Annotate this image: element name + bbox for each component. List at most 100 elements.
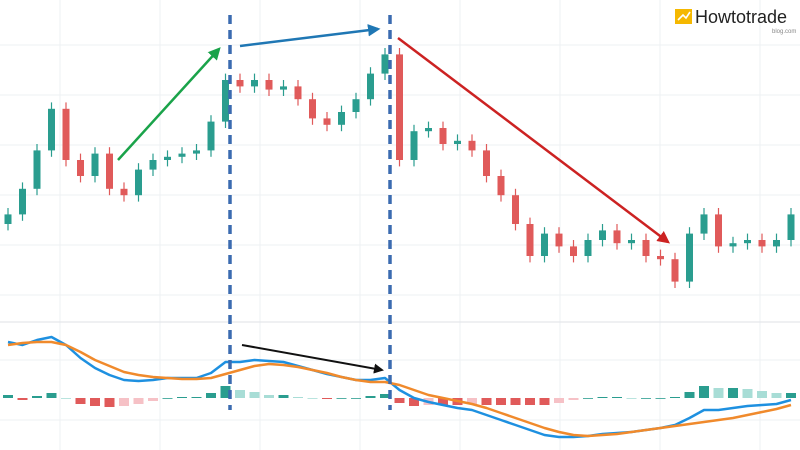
histogram-bar <box>177 397 187 398</box>
candle-body <box>744 240 751 244</box>
histogram-bar <box>220 386 231 398</box>
histogram-bar <box>568 398 579 400</box>
candle-body <box>33 150 41 189</box>
histogram-bar <box>278 395 289 398</box>
candle-body <box>642 240 650 256</box>
histogram-bar <box>206 393 216 398</box>
trend-arrow <box>117 47 221 161</box>
histogram-bar <box>597 397 608 398</box>
candle-body <box>120 188 128 196</box>
logo-icon-line <box>677 11 691 21</box>
candle-body <box>236 80 244 87</box>
histogram-bar <box>438 398 448 405</box>
candle-body <box>439 128 447 144</box>
candle-body <box>62 108 70 160</box>
histogram-bar <box>670 397 680 398</box>
logo-sub: blog.com <box>772 29 796 35</box>
histogram-bar <box>481 398 492 405</box>
trend-arrow <box>239 24 381 48</box>
histogram-bar <box>104 398 115 407</box>
trend-arrow <box>397 37 670 244</box>
histogram-bar <box>583 398 593 399</box>
histogram-bar <box>394 398 405 403</box>
histogram-bar <box>32 396 42 398</box>
histogram-bar <box>626 398 637 399</box>
histogram-bar <box>655 398 666 399</box>
candle-body <box>280 86 287 90</box>
histogram-bar <box>786 393 796 398</box>
candle-body <box>77 160 84 176</box>
candle-body <box>454 140 461 144</box>
histogram-bar <box>641 398 651 399</box>
candle-body <box>381 54 389 74</box>
histogram-bar <box>554 398 564 403</box>
candle-body <box>526 224 534 256</box>
candle-body <box>686 233 693 282</box>
histogram-bar <box>525 398 535 405</box>
candle-body <box>584 240 592 256</box>
histogram-bar <box>409 398 419 406</box>
candle-body <box>468 140 476 151</box>
histogram-bar <box>249 392 260 398</box>
candle-body <box>787 214 795 240</box>
divergence-arrow <box>241 344 384 374</box>
histogram-bar <box>699 386 709 398</box>
histogram-bar <box>336 398 347 399</box>
histogram-bar <box>380 394 390 398</box>
histogram-bar <box>235 390 245 398</box>
histogram-bar <box>757 391 767 398</box>
candle-body <box>207 121 215 151</box>
candle-body <box>497 176 505 196</box>
candle-body <box>251 80 258 87</box>
histogram-bar <box>510 398 521 405</box>
candle-body <box>106 153 113 189</box>
candle-body <box>671 259 679 282</box>
histogram-bar <box>90 398 100 406</box>
histogram-bar <box>3 395 13 398</box>
histogram-bar <box>264 395 274 398</box>
histogram-bar <box>539 398 550 405</box>
histogram-bar <box>322 398 332 399</box>
annotations <box>117 15 670 410</box>
logo-text: Howtotrade <box>695 7 787 27</box>
histogram-bar <box>61 398 71 399</box>
histogram-bar <box>148 398 158 401</box>
histogram-bar <box>191 397 202 398</box>
candle-body <box>367 73 374 100</box>
histogram-bar <box>771 393 782 398</box>
logo: Howtotrade blog.com <box>675 7 796 35</box>
histogram-bar <box>307 398 318 399</box>
histogram-bar <box>713 388 724 398</box>
candle-body <box>410 131 418 160</box>
histogram-bar <box>612 397 622 398</box>
candle-body <box>294 86 302 100</box>
candle-body <box>541 233 548 256</box>
histogram-bar <box>496 398 506 405</box>
signal-line <box>7 340 792 438</box>
candle-body <box>628 240 635 244</box>
histogram-bar <box>133 398 144 404</box>
candle-body <box>338 112 345 125</box>
candle-body <box>425 128 432 132</box>
histogram-bar <box>684 392 695 398</box>
candle-body <box>555 233 563 247</box>
histogram-bar <box>119 398 129 406</box>
marks <box>3 48 796 439</box>
histogram-bar <box>742 389 753 398</box>
histogram-bar <box>365 396 376 398</box>
candle-body <box>222 80 229 122</box>
candle-body <box>613 230 621 244</box>
candle-body <box>178 153 186 157</box>
candle-body <box>715 214 722 247</box>
candle-body <box>758 240 766 247</box>
candle-body <box>48 108 55 151</box>
histogram-bar <box>293 397 303 398</box>
candle-body <box>323 118 331 125</box>
candle-body <box>352 99 360 112</box>
histogram-bar <box>17 398 28 400</box>
candle-body <box>729 243 737 247</box>
candle-body <box>164 156 171 160</box>
histogram-bar <box>728 388 738 398</box>
